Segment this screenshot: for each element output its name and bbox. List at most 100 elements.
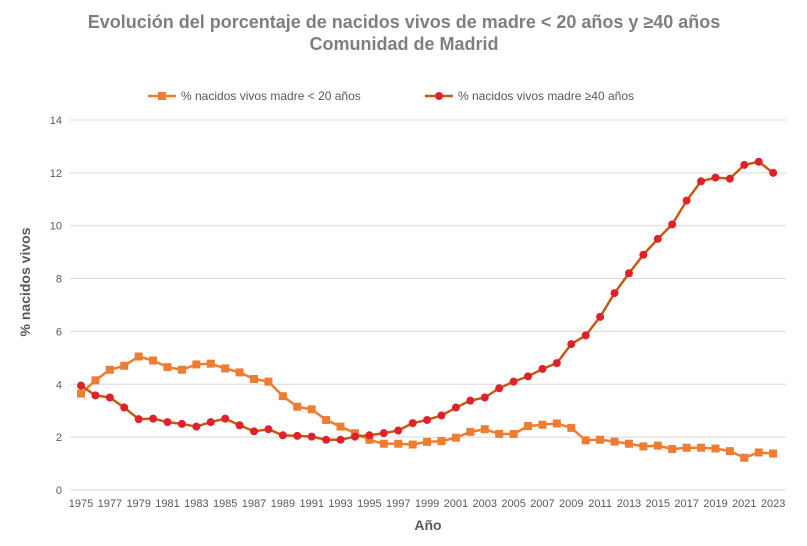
- y-tick-label: 0: [56, 485, 62, 497]
- y-tick-label: 4: [56, 379, 62, 391]
- data-point: [192, 422, 201, 431]
- data-point: [77, 389, 85, 398]
- x-tick-label: 1977: [98, 498, 122, 510]
- data-point: [336, 422, 345, 431]
- x-tick-label: 2021: [732, 498, 756, 510]
- y-axis-label: % nacidos vivos: [17, 227, 33, 336]
- data-point: [307, 405, 316, 414]
- legend-label-over40: % nacidos vivos madre ≥40 años: [458, 89, 634, 103]
- data-point: [552, 419, 561, 428]
- y-tick-label: 8: [56, 274, 62, 286]
- x-tick-label: 1975: [69, 498, 93, 510]
- data-point: [293, 431, 302, 440]
- data-point: [264, 425, 273, 434]
- legend-marker-over40: [435, 92, 443, 100]
- series-0: [77, 352, 778, 462]
- data-point: [134, 352, 143, 361]
- x-tick-label: 1989: [271, 498, 295, 510]
- data-point: [350, 432, 359, 441]
- data-point: [624, 269, 633, 278]
- data-point: [524, 422, 533, 431]
- data-point: [423, 437, 432, 446]
- data-point: [596, 312, 605, 321]
- data-point: [322, 435, 331, 444]
- data-point: [322, 415, 331, 424]
- data-point: [293, 402, 302, 411]
- data-point: [653, 234, 662, 243]
- data-point: [711, 173, 720, 182]
- x-tick-label: 1979: [126, 498, 150, 510]
- data-point: [379, 439, 388, 448]
- data-point: [163, 363, 172, 372]
- data-point: [307, 432, 316, 441]
- data-point: [567, 340, 576, 349]
- x-tick-label: 1997: [386, 498, 410, 510]
- data-point: [120, 361, 129, 370]
- data-point: [754, 157, 763, 166]
- data-point: [524, 372, 533, 381]
- legend-label-under20: % nacidos vivos madre < 20 años: [181, 89, 361, 103]
- data-point: [423, 415, 432, 424]
- data-point: [235, 368, 244, 377]
- data-point: [264, 377, 273, 386]
- data-point: [105, 393, 114, 402]
- data-point: [192, 360, 201, 369]
- data-point: [653, 441, 662, 450]
- data-point: [552, 359, 561, 368]
- x-tick-label: 2013: [617, 498, 641, 510]
- data-point: [365, 431, 374, 440]
- data-point: [466, 396, 475, 405]
- data-point: [120, 403, 129, 412]
- data-point: [408, 440, 417, 449]
- x-tick-label: 1985: [213, 498, 237, 510]
- data-point: [668, 445, 677, 454]
- data-point: [379, 429, 388, 438]
- data-point: [725, 174, 734, 183]
- y-tick-label: 12: [50, 168, 62, 180]
- data-point: [278, 431, 287, 440]
- data-point: [250, 427, 259, 436]
- data-point: [769, 449, 778, 458]
- data-point: [163, 418, 172, 427]
- data-point: [725, 447, 734, 456]
- x-tick-label: 1993: [328, 498, 352, 510]
- data-point: [394, 426, 403, 435]
- data-point: [235, 421, 244, 430]
- data-point: [105, 365, 114, 374]
- data-point: [610, 289, 619, 298]
- data-point: [149, 414, 158, 423]
- y-tick-label: 14: [50, 115, 62, 127]
- data-point: [437, 437, 446, 446]
- data-point: [480, 425, 489, 434]
- data-point: [682, 196, 691, 205]
- data-point: [365, 435, 374, 444]
- legend: % nacidos vivos madre < 20 años % nacido…: [148, 89, 634, 103]
- y-tick-label: 2: [56, 432, 62, 444]
- data-point: [740, 453, 749, 462]
- data-point: [697, 443, 706, 452]
- x-tick-label: 2011: [588, 498, 612, 510]
- data-point: [451, 403, 460, 412]
- data-point: [177, 419, 186, 428]
- legend-marker-under20: [158, 92, 166, 100]
- data-point: [581, 436, 590, 445]
- data-point: [466, 427, 475, 436]
- x-tick-label: 1995: [357, 498, 381, 510]
- data-point: [509, 377, 518, 386]
- x-tick-label: 2023: [761, 498, 785, 510]
- data-point: [177, 365, 186, 374]
- y-tick-label: 6: [56, 326, 62, 338]
- data-point: [437, 411, 446, 420]
- x-tick-label: 1991: [299, 498, 323, 510]
- data-point: [567, 423, 576, 432]
- x-axis-label: Año: [414, 517, 441, 533]
- data-point: [711, 444, 720, 453]
- data-point: [668, 220, 677, 229]
- x-tick-label: 2003: [473, 498, 497, 510]
- data-point: [639, 442, 648, 451]
- data-point: [451, 433, 460, 442]
- data-point: [206, 418, 215, 427]
- data-point: [682, 443, 691, 452]
- x-tick-label: 2009: [559, 498, 583, 510]
